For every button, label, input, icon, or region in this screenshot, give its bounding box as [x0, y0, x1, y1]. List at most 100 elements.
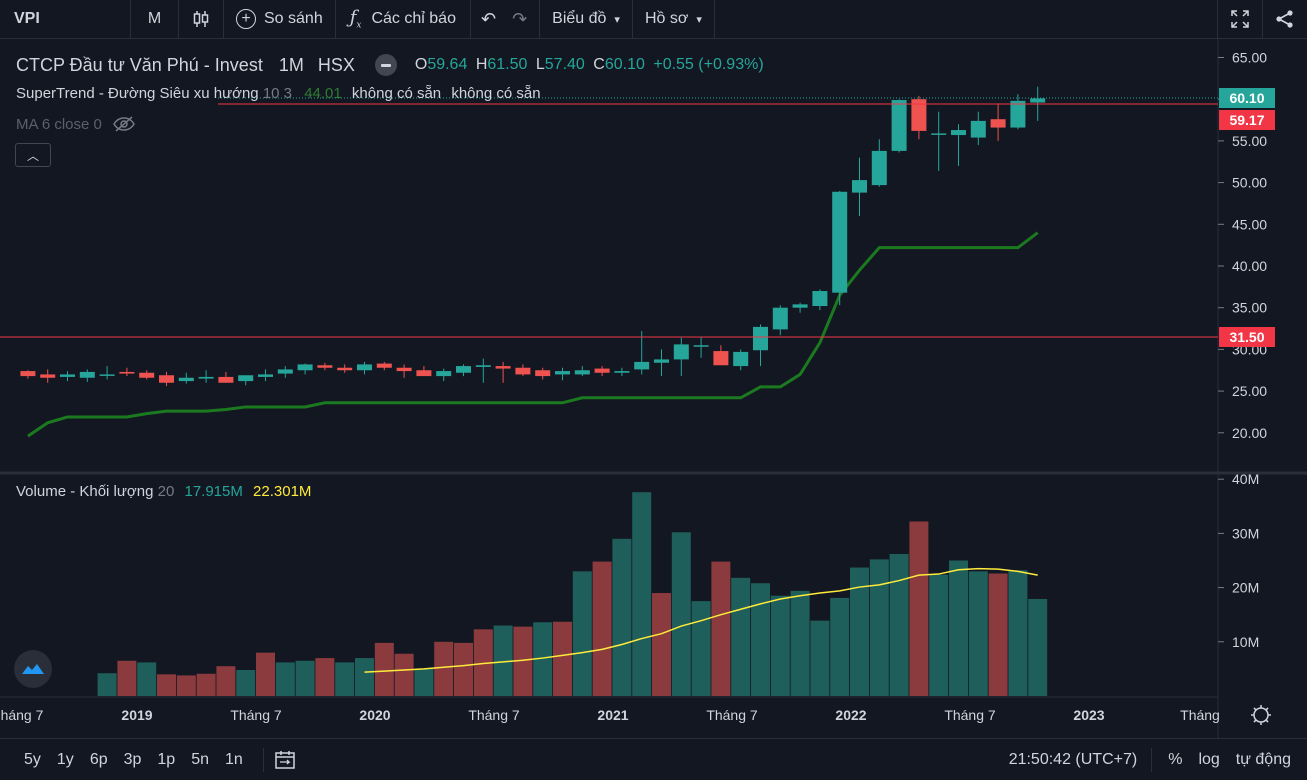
interval-button[interactable]: M — [147, 10, 162, 27]
candle-body — [654, 359, 669, 363]
candle-body — [317, 365, 333, 368]
toolbar-divider — [178, 0, 179, 38]
toolbar-divider — [130, 0, 131, 38]
auto-toggle[interactable]: tự động — [1235, 750, 1291, 768]
chart-menu-button[interactable]: Biểu đồ ▾ — [540, 0, 632, 38]
range-button-6p[interactable]: 6p — [89, 750, 108, 768]
price-tick-label: 20.00 — [1232, 425, 1267, 441]
log-toggle[interactable]: log — [1198, 750, 1220, 768]
candle-body — [535, 370, 551, 377]
range-button-1y[interactable]: 1y — [56, 750, 74, 768]
bottom-toolbar: 5y 1y 6p 3p 1p 5n 1n 21:50:42 (UTC+7) % log tự… — [0, 738, 1307, 780]
candle-body — [990, 119, 1006, 128]
toolbar-divider — [1262, 0, 1263, 38]
volume-value: 17.915M — [184, 483, 243, 500]
compare-button[interactable]: + So sánh — [224, 0, 335, 38]
series-interval: 1M — [278, 54, 304, 75]
undo-button[interactable]: ↶ — [471, 0, 504, 38]
volume-bar — [1008, 570, 1028, 696]
profile-menu-button[interactable]: Hồ sơ ▾ — [633, 0, 714, 38]
range-button-5n[interactable]: 5n — [191, 750, 209, 768]
volume-tick-label: 40M — [1232, 471, 1259, 487]
logo-icon — [22, 664, 44, 674]
clock-timezone[interactable]: 21:50:42 (UTC+7) — [1008, 750, 1138, 768]
range-button-1n[interactable]: 1n — [225, 750, 243, 768]
top-toolbar: VPI M + So sánh ƒx Các chỉ báo ↶ ↷ Biểu … — [0, 0, 1307, 39]
volume-bar — [592, 561, 612, 696]
volume-bar — [652, 593, 671, 696]
volume-bar — [830, 597, 850, 696]
range-button-1p[interactable]: 1p — [157, 750, 176, 768]
candle-body — [812, 291, 828, 307]
fullscreen-icon — [1231, 10, 1249, 28]
eye-hidden-icon[interactable] — [112, 115, 136, 133]
range-button-3p[interactable]: 3p — [123, 750, 142, 768]
candle-body — [357, 364, 372, 371]
volume-ma-line — [364, 567, 1038, 673]
candle-body — [614, 371, 630, 373]
supertrend-line — [27, 231, 1039, 438]
series-title[interactable]: CTCP Đầu tư Văn Phú - Invest — [16, 54, 263, 75]
candle-body — [634, 361, 650, 370]
candle-body — [574, 370, 590, 375]
volume-bar — [454, 642, 473, 696]
candle-body — [456, 366, 471, 373]
volume-bar — [236, 669, 256, 696]
volume-tick-label: 10M — [1232, 634, 1259, 650]
volume-bar — [295, 660, 315, 696]
price-tick-label: 25.00 — [1232, 383, 1267, 399]
volume-bar — [256, 652, 275, 696]
high-value: 61.50 — [487, 56, 528, 73]
remove-icon[interactable] — [374, 54, 397, 76]
volume-bar — [988, 573, 1008, 696]
volume-name: Volume - Khối lượng — [16, 483, 154, 500]
calendar-range-icon[interactable] — [274, 749, 296, 771]
candles — [20, 86, 1046, 387]
candle-body — [99, 374, 115, 376]
volume-bar — [434, 641, 454, 696]
time-label: Tháng 7 — [230, 707, 282, 723]
volume-ma-value: 22.301M — [253, 483, 312, 500]
volume-bar — [335, 662, 355, 696]
toolbar-divider — [631, 0, 633, 38]
redo-button[interactable]: ↷ — [504, 0, 539, 38]
symbol-search-button[interactable]: VPI — [14, 10, 40, 27]
gear-icon-ring — [1253, 707, 1269, 723]
percent-toggle[interactable]: % — [1168, 750, 1183, 768]
indicators-button[interactable]: ƒx Các chỉ báo — [336, 0, 470, 38]
volume-bar — [137, 662, 157, 696]
open-value: 59.64 — [427, 56, 468, 73]
volume-legend[interactable]: Volume - Khối lượng 20 17.915M 22.301M — [16, 483, 311, 500]
share-button[interactable] — [1263, 0, 1307, 38]
range-button-5y[interactable]: 5y — [24, 750, 41, 768]
volume-bar — [751, 583, 770, 696]
volume-bar — [315, 658, 335, 696]
main-legend: CTCP Đầu tư Văn Phú - Invest 1M HSX O59.… — [16, 54, 764, 76]
candle-body — [178, 377, 194, 382]
volume-bar — [869, 559, 889, 696]
tradingview-logo[interactable] — [14, 650, 52, 688]
candle-body — [852, 180, 867, 193]
volume-bar — [731, 577, 751, 696]
candle-body — [515, 367, 531, 375]
chart-style-button[interactable] — [179, 0, 223, 38]
volume-tick-label: 20M — [1232, 580, 1259, 596]
ma-legend[interactable]: MA 6 close 0 — [16, 115, 136, 133]
redo-icon: ↷ — [512, 8, 528, 29]
price-tick-label: 50.00 — [1232, 175, 1267, 191]
candle-body — [753, 326, 768, 351]
fullscreen-button[interactable] — [1218, 0, 1262, 38]
toolbar-divider — [334, 0, 336, 38]
volume-bar — [394, 653, 414, 696]
time-label: 2019 — [121, 707, 152, 723]
toolbar-divider — [713, 0, 715, 38]
candle-body — [159, 375, 174, 383]
volume-bar — [949, 560, 968, 696]
price-tick-label: 35.00 — [1232, 300, 1267, 316]
volume-bar — [176, 675, 196, 696]
collapse-legend-button[interactable]: ︿ — [15, 143, 51, 167]
gear-icon-tooth — [1265, 707, 1269, 711]
chevron-up-icon: ︿ — [26, 148, 39, 163]
supertrend-legend[interactable]: SuperTrend - Đường Siêu xu hướng 10 3 44… — [16, 85, 541, 102]
